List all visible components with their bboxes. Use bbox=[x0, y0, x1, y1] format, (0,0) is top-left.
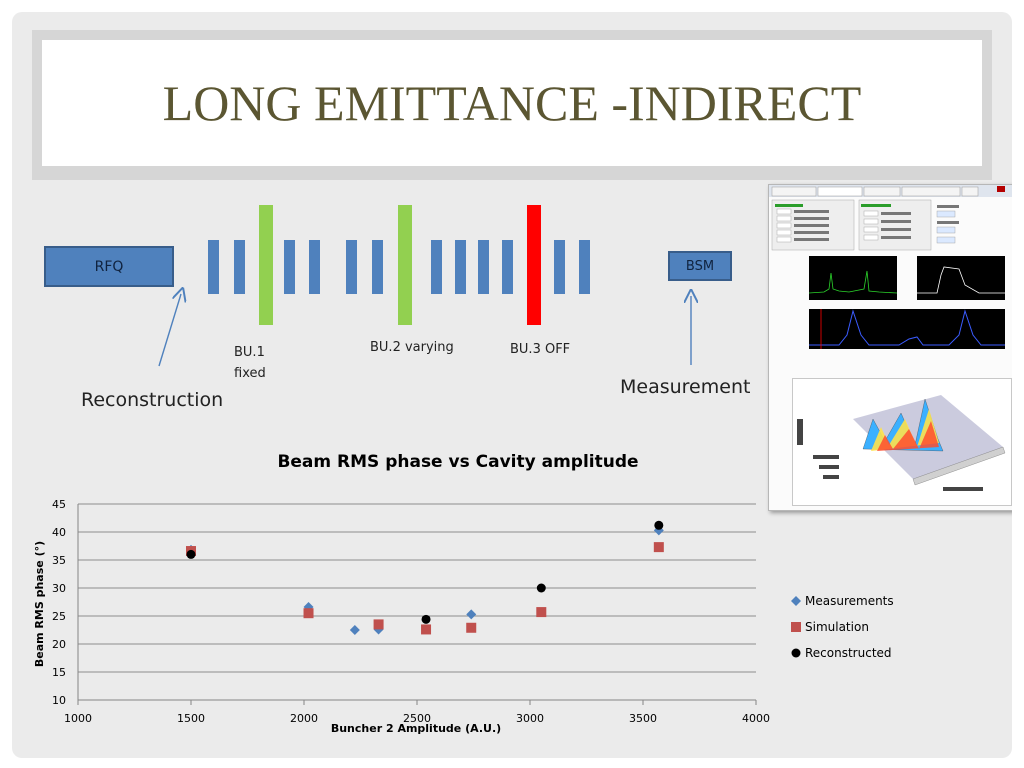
rms-phase-chart: 10 15 20 25 30 35 40 45 1000 1500 2000 2500 3000 350… bbox=[33, 452, 894, 735]
surface-plot-picture bbox=[797, 395, 1006, 491]
x-tick-label: 4000 bbox=[742, 712, 770, 725]
reconstructed-point bbox=[421, 614, 431, 624]
bu3-label: BU.3 OFF bbox=[510, 342, 571, 357]
x-tick-label: 3000 bbox=[516, 712, 544, 725]
chart-axes bbox=[77, 504, 757, 705]
rfq-box bbox=[44, 246, 174, 287]
reconstructed-point bbox=[536, 583, 546, 593]
measurements-point bbox=[349, 625, 360, 635]
y-tick-label: 45 bbox=[52, 498, 66, 511]
x-tick-label: 2000 bbox=[290, 712, 318, 725]
simulation-point bbox=[373, 619, 384, 630]
legend-reconstructed-label: Reconstructed bbox=[805, 646, 892, 660]
drift-tube bbox=[234, 240, 245, 294]
simulation-point bbox=[466, 622, 477, 633]
y-tick-label: 20 bbox=[52, 638, 66, 651]
legend-simulation-label: Simulation bbox=[805, 620, 869, 634]
measurements-point bbox=[466, 609, 477, 620]
drift-tube bbox=[478, 240, 489, 294]
simulation-point bbox=[536, 607, 547, 618]
data-points bbox=[186, 520, 664, 635]
rfq-label: RFQ bbox=[94, 259, 124, 275]
y-tick-label: 40 bbox=[52, 526, 66, 539]
simulation-point bbox=[653, 542, 664, 553]
bu1-label-line1: BU.1 bbox=[234, 345, 265, 360]
x-axis-title: Buncher 2 Amplitude (A.U.) bbox=[331, 722, 501, 735]
x-tick-label: 1500 bbox=[177, 712, 205, 725]
beamline-diagram bbox=[44, 205, 732, 367]
simulation-point bbox=[421, 624, 432, 635]
drift-tube bbox=[208, 240, 219, 294]
reconstruction-label: Reconstruction bbox=[81, 389, 224, 411]
simulation-point bbox=[303, 608, 314, 619]
slide: LONG EMITTANCE -INDIRECT bbox=[12, 12, 1012, 758]
buncher-1-cavity bbox=[259, 205, 273, 325]
surface-plot-screenshot bbox=[792, 378, 1012, 506]
drift-tube bbox=[431, 240, 442, 294]
chart-title: Beam RMS phase vs Cavity amplitude bbox=[277, 452, 638, 472]
drift-tube bbox=[309, 240, 320, 294]
bu2-label: BU.2 varying bbox=[370, 340, 454, 355]
title-panel: LONG EMITTANCE -INDIRECT bbox=[42, 40, 982, 166]
bsm-software-picture bbox=[769, 185, 1012, 349]
bsm-box bbox=[668, 251, 732, 281]
chart-legend: Measurements Simulation Reconstructed bbox=[791, 594, 894, 660]
x-tick-label: 2500 bbox=[403, 712, 431, 725]
x-tick-label: 1000 bbox=[64, 712, 92, 725]
slide-title: LONG EMITTANCE -INDIRECT bbox=[162, 75, 862, 131]
reconstructed-point bbox=[654, 520, 664, 530]
drift-tube bbox=[579, 240, 590, 294]
x-tick-labels: 1000 1500 2000 2500 3000 3500 4000 bbox=[64, 712, 770, 725]
legend-reconstructed-marker bbox=[791, 648, 801, 658]
y-tick-label: 10 bbox=[52, 694, 66, 707]
bsm-label: BSM bbox=[685, 259, 715, 274]
x-tick-label: 3500 bbox=[629, 712, 657, 725]
drift-tube bbox=[372, 240, 383, 294]
chart-grid bbox=[78, 503, 756, 701]
drift-tube bbox=[554, 240, 565, 294]
y-tick-label: 15 bbox=[52, 666, 66, 679]
reconstructed-point bbox=[186, 549, 196, 559]
bu1-label-line2: fixed bbox=[234, 366, 266, 381]
drift-tube bbox=[346, 240, 357, 294]
bu1-label: BU.1 fixed bbox=[234, 342, 266, 384]
drift-tube bbox=[284, 240, 295, 294]
measurement-label: Measurement bbox=[620, 376, 751, 398]
legend-measurements-marker bbox=[791, 596, 801, 606]
y-tick-label: 25 bbox=[52, 610, 66, 623]
y-tick-labels: 10 15 20 25 30 35 40 45 bbox=[52, 498, 66, 707]
y-tick-label: 30 bbox=[52, 582, 66, 595]
y-axis-title: Beam RMS phase (°) bbox=[33, 541, 46, 667]
buncher-2-cavity bbox=[398, 205, 412, 325]
buncher-3-cavity bbox=[527, 205, 541, 325]
reconstruction-arrow bbox=[158, 294, 181, 367]
legend-simulation-marker bbox=[791, 622, 801, 632]
y-tick-label: 35 bbox=[52, 554, 66, 567]
drift-tube bbox=[502, 240, 513, 294]
drift-tube bbox=[455, 240, 466, 294]
legend-measurements-label: Measurements bbox=[805, 594, 894, 608]
title-frame: LONG EMITTANCE -INDIRECT bbox=[32, 30, 992, 180]
